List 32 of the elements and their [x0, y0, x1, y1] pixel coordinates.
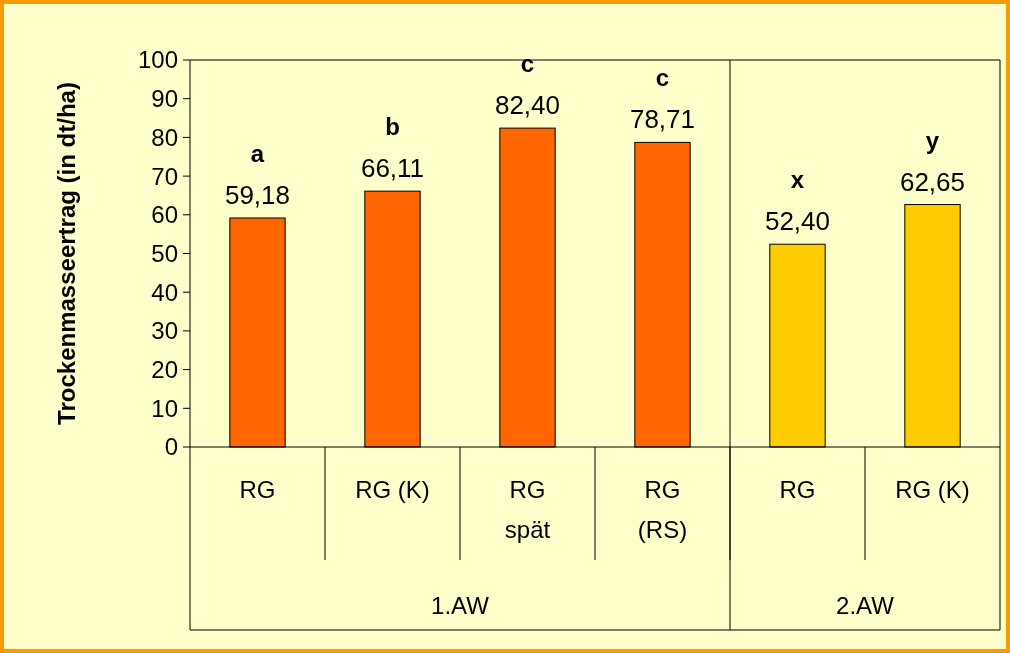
y-tick-label: 60: [151, 201, 178, 229]
y-tick-label: 80: [151, 123, 178, 151]
x-tick-label: RG: [779, 476, 816, 503]
data-label: 82,40: [494, 90, 561, 121]
y-tick-label: 90: [151, 85, 178, 113]
annotation: y: [925, 126, 940, 154]
y-tick-label: 20: [151, 356, 178, 383]
text: 1.AW: [431, 592, 490, 619]
x-tick-label: RG (RS): [637, 476, 688, 543]
data-label: 66,11: [360, 153, 425, 184]
text: 2.AW: [836, 592, 895, 619]
y-tick-label: 50: [151, 239, 178, 267]
y-tick-label: 30: [151, 317, 178, 345]
x-tick-label: RG: [239, 476, 276, 503]
x-tick-label: RG spät: [504, 476, 551, 543]
y-axis-title: Trockenmasseertrag (in dt/ha): [53, 82, 80, 425]
annotation: c: [520, 50, 535, 78]
y-tick-label: 40: [151, 278, 178, 306]
y-tick-label: 0: [164, 433, 178, 461]
data-label: 78,71: [629, 104, 696, 135]
y-tick-label: 10: [151, 394, 178, 422]
data-label: 59,18: [224, 179, 291, 210]
x-tick-label: RG (K): [355, 476, 430, 503]
annotation: x: [790, 166, 805, 194]
annotation: c: [655, 64, 670, 92]
annotation: b: [385, 113, 400, 141]
data-label: 52,40: [764, 206, 831, 237]
annotation: a: [250, 139, 265, 167]
y-tick-label: 100: [137, 46, 178, 74]
y-tick-label: 70: [151, 162, 178, 190]
data-label: 62,65: [899, 166, 966, 197]
x-tick-label: RG (K): [895, 476, 970, 503]
